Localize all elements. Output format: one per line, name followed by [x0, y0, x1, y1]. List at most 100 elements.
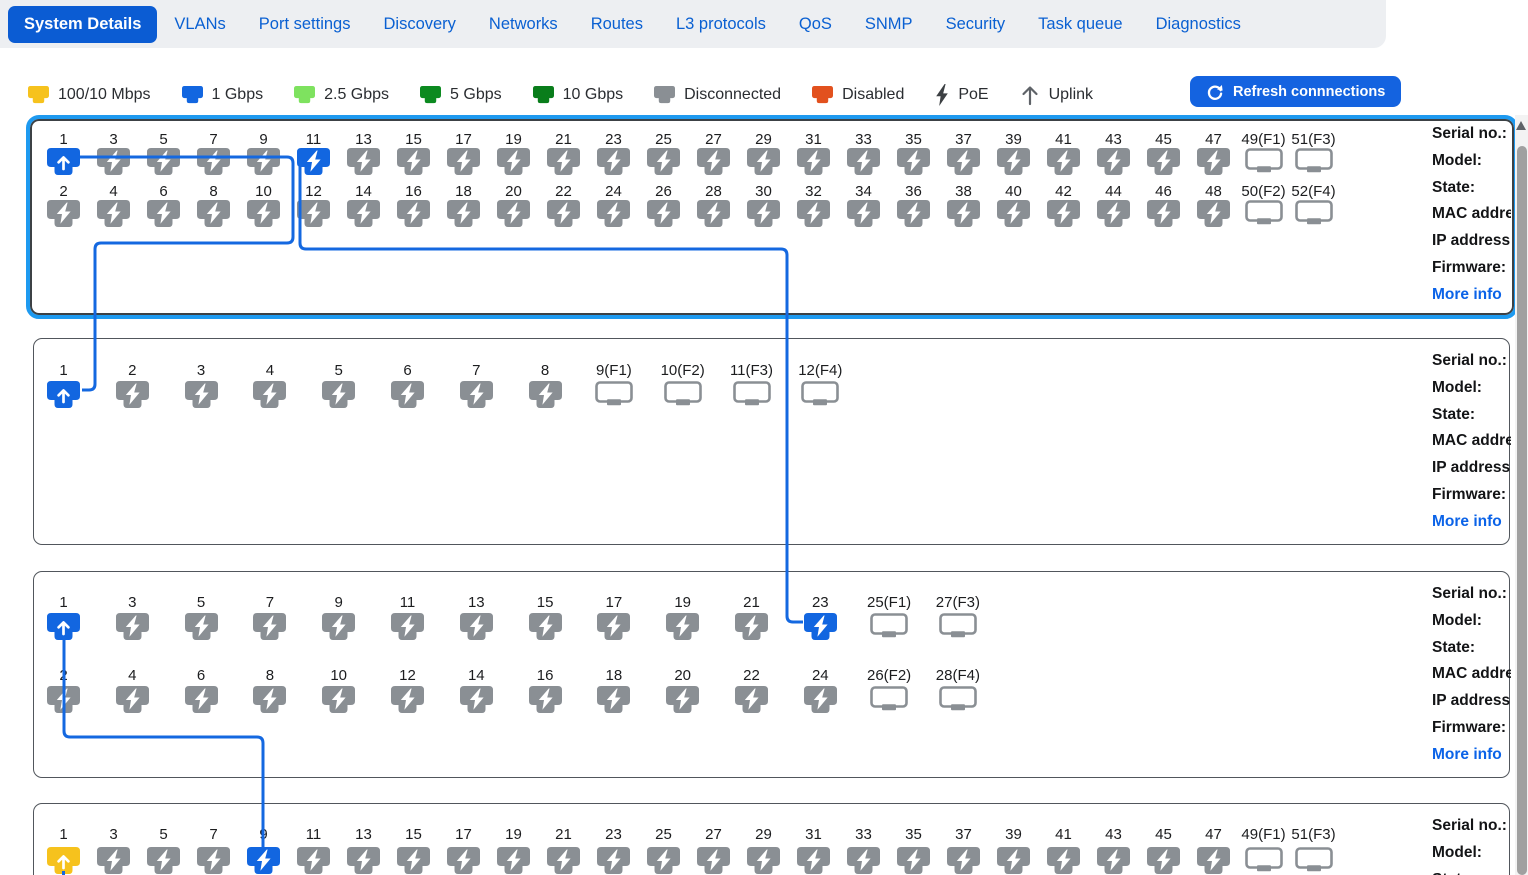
tab-discovery[interactable]: Discovery	[383, 14, 456, 33]
port-poe-icon[interactable]	[115, 613, 149, 645]
port-sfp-icon[interactable]	[1244, 200, 1283, 231]
port-poe-icon[interactable]	[115, 686, 149, 718]
port-poe-icon[interactable]	[1047, 148, 1080, 180]
port-poe-icon[interactable]	[47, 200, 80, 232]
port-poe-icon[interactable]	[459, 686, 493, 718]
scrollbar-thumb[interactable]	[1516, 146, 1527, 875]
port-poe-icon[interactable]	[322, 381, 356, 413]
port-poe-icon[interactable]	[447, 148, 480, 180]
port-poe-icon[interactable]	[547, 847, 580, 875]
port-poe-icon[interactable]	[197, 148, 230, 180]
port-poe-icon[interactable]	[397, 148, 430, 180]
port-sfp-icon[interactable]	[1244, 148, 1283, 179]
port-poe-icon[interactable]	[197, 847, 230, 875]
tab-task-queue[interactable]: Task queue	[1038, 14, 1123, 33]
port-poe-icon[interactable]	[184, 613, 218, 645]
tab-port-settings[interactable]: Port settings	[258, 14, 351, 33]
port-poe-icon[interactable]	[597, 148, 630, 180]
port-poe-icon[interactable]	[647, 200, 680, 232]
port-poe-icon[interactable]	[647, 847, 680, 875]
port-poe-icon[interactable]	[947, 200, 980, 232]
port-sfp-icon[interactable]	[595, 381, 633, 412]
port-poe-icon[interactable]	[897, 200, 930, 232]
port-poe-icon[interactable]	[497, 200, 530, 232]
port-poe-icon[interactable]	[597, 613, 631, 645]
tab-vlans[interactable]: VLANs	[174, 14, 226, 33]
port-poe-icon[interactable]	[297, 148, 330, 180]
port-sfp-icon[interactable]	[1294, 847, 1333, 875]
tab-routes[interactable]: Routes	[590, 14, 643, 33]
port-poe-icon[interactable]	[322, 613, 356, 645]
port-poe-icon[interactable]	[1197, 148, 1230, 180]
tab-networks[interactable]: Networks	[488, 14, 558, 33]
tab-security[interactable]: Security	[945, 14, 1006, 33]
port-poe-icon[interactable]	[847, 847, 880, 875]
port-poe-icon[interactable]	[747, 200, 780, 232]
port-poe-icon[interactable]	[1047, 200, 1080, 232]
refresh-connections-button[interactable]: Refresh connnections	[1190, 76, 1402, 107]
port-poe-icon[interactable]	[1047, 847, 1080, 875]
port-poe-icon[interactable]	[747, 847, 780, 875]
port-poe-icon[interactable]	[597, 200, 630, 232]
port-poe-icon[interactable]	[647, 148, 680, 180]
port-uplink-icon[interactable]	[47, 847, 80, 875]
port-poe-icon[interactable]	[447, 847, 480, 875]
port-poe-icon[interactable]	[197, 200, 230, 232]
port-poe-icon[interactable]	[897, 148, 930, 180]
port-poe-icon[interactable]	[253, 686, 287, 718]
port-sfp-icon[interactable]	[1294, 200, 1333, 231]
port-poe-icon[interactable]	[697, 200, 730, 232]
port-poe-icon[interactable]	[1097, 847, 1130, 875]
port-poe-icon[interactable]	[1197, 847, 1230, 875]
port-poe-icon[interactable]	[115, 381, 149, 413]
port-sfp-icon[interactable]	[939, 613, 977, 644]
more-info-link[interactable]: More info	[1432, 285, 1502, 303]
port-poe-icon[interactable]	[147, 200, 180, 232]
port-poe-icon[interactable]	[391, 381, 424, 413]
port-poe-icon[interactable]	[297, 200, 330, 232]
port-poe-icon[interactable]	[547, 148, 580, 180]
port-poe-icon[interactable]	[297, 847, 330, 875]
tab-system-details[interactable]: System Details	[8, 5, 158, 43]
port-poe-icon[interactable]	[397, 200, 430, 232]
port-poe-icon[interactable]	[1097, 148, 1130, 180]
port-sfp-icon[interactable]	[801, 381, 840, 412]
port-poe-icon[interactable]	[947, 847, 980, 875]
port-sfp-icon[interactable]	[663, 381, 702, 412]
port-poe-icon[interactable]	[803, 686, 837, 718]
port-sfp-icon[interactable]	[939, 686, 977, 717]
port-poe-icon[interactable]	[391, 613, 424, 645]
port-poe-icon[interactable]	[47, 686, 80, 718]
port-poe-icon[interactable]	[597, 686, 631, 718]
port-poe-icon[interactable]	[528, 613, 562, 645]
port-sfp-icon[interactable]	[870, 613, 908, 644]
port-poe-icon[interactable]	[97, 847, 130, 875]
port-sfp-icon[interactable]	[732, 381, 771, 412]
port-poe-icon[interactable]	[322, 686, 356, 718]
scrollbar-up-arrow-icon[interactable]	[1516, 121, 1526, 130]
port-poe-icon[interactable]	[735, 686, 768, 718]
port-poe-icon[interactable]	[347, 200, 380, 232]
port-poe-icon[interactable]	[1097, 200, 1130, 232]
port-poe-icon[interactable]	[397, 847, 430, 875]
port-poe-icon[interactable]	[997, 200, 1030, 232]
port-poe-icon[interactable]	[747, 148, 780, 180]
port-poe-icon[interactable]	[597, 847, 630, 875]
port-poe-icon[interactable]	[497, 847, 530, 875]
port-poe-icon[interactable]	[797, 148, 830, 180]
port-poe-icon[interactable]	[247, 847, 280, 875]
port-poe-icon[interactable]	[459, 381, 493, 413]
port-poe-icon[interactable]	[184, 686, 218, 718]
port-poe-icon[interactable]	[147, 148, 180, 180]
port-poe-icon[interactable]	[247, 200, 280, 232]
port-poe-icon[interactable]	[847, 200, 880, 232]
tab-snmp[interactable]: SNMP	[864, 14, 913, 33]
port-uplink-icon[interactable]	[47, 613, 80, 645]
port-poe-icon[interactable]	[797, 847, 830, 875]
port-poe-icon[interactable]	[247, 148, 280, 180]
port-poe-icon[interactable]	[735, 613, 768, 645]
port-poe-icon[interactable]	[253, 613, 287, 645]
port-poe-icon[interactable]	[697, 148, 730, 180]
port-poe-icon[interactable]	[459, 613, 493, 645]
port-poe-icon[interactable]	[97, 148, 130, 180]
